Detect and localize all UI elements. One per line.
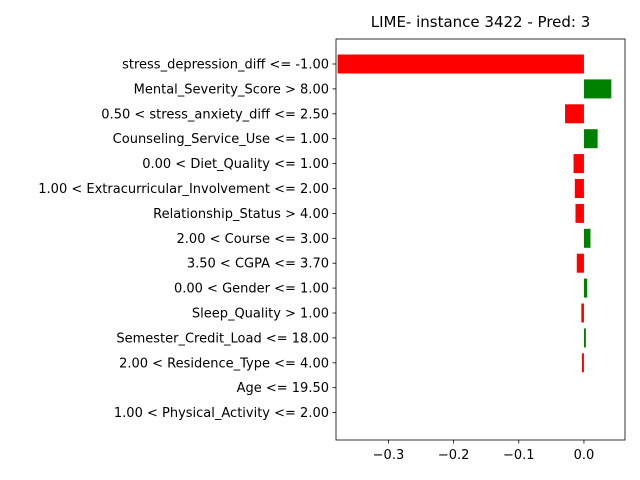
x-tick-label-1: −0.2 — [438, 448, 470, 463]
bar-9 — [583, 278, 588, 298]
bar-7 — [583, 228, 591, 248]
y-tick-label-12: 2.00 < Residence_Type <= 4.00 — [119, 356, 329, 371]
y-tick-label-9: 0.00 < Gender <= 1.00 — [174, 282, 329, 297]
bar-12 — [581, 353, 584, 373]
y-tick-label-3: Counseling_Service_Use <= 1.00 — [113, 132, 329, 147]
bar-1 — [583, 79, 612, 99]
plot-frame — [335, 38, 626, 441]
x-tick-label-2: −0.1 — [503, 448, 535, 463]
y-tick-label-1: Mental_Severity_Score > 8.00 — [134, 82, 329, 97]
x-tick-label-3: 0.0 — [574, 448, 595, 463]
y-tick-label-7: 2.00 < Course <= 3.00 — [177, 232, 329, 247]
bar-0 — [337, 54, 584, 74]
y-tick-label-14: 1.00 < Physical_Activity <= 2.00 — [114, 406, 329, 421]
bar-10 — [581, 303, 584, 323]
y-tick-label-13: Age <= 19.50 — [237, 381, 329, 396]
y-tick-labels-group: stress_depression_diff <= -1.00 Mental_Se… — [38, 58, 336, 421]
y-tick-label-4: 0.00 < Diet_Quality <= 1.00 — [142, 157, 329, 172]
bar-6 — [575, 203, 584, 223]
y-tick-label-11: Semester_Credit_Load <= 18.00 — [116, 331, 329, 346]
y-tick-label-10: Sleep_Quality > 1.00 — [192, 307, 329, 322]
bar-5 — [574, 179, 584, 198]
bar-2 — [565, 104, 584, 124]
bars-group — [337, 54, 612, 373]
bar-8 — [576, 253, 584, 273]
bar-4 — [573, 154, 584, 174]
x-tick-label-0: −0.3 — [373, 448, 405, 463]
y-tick-label-6: Relationship_Status > 4.00 — [153, 207, 329, 222]
bar-11 — [583, 328, 586, 348]
y-tick-label-8: 3.50 < CGPA <= 3.70 — [187, 257, 329, 272]
chart-title: LIME- instance 3422 - Pred: 3 — [371, 13, 591, 31]
y-tick-label-0: stress_depression_diff <= -1.00 — [122, 58, 329, 73]
bar-3 — [583, 129, 598, 149]
y-tick-label-2: 0.50 < stress_anxiety_diff <= 2.50 — [101, 107, 329, 122]
y-tick-label-5: 1.00 < Extracurricular_Involvement <= 2.… — [38, 182, 329, 197]
x-ticks-group: −0.3 −0.2 −0.1 0.0 — [373, 440, 595, 463]
